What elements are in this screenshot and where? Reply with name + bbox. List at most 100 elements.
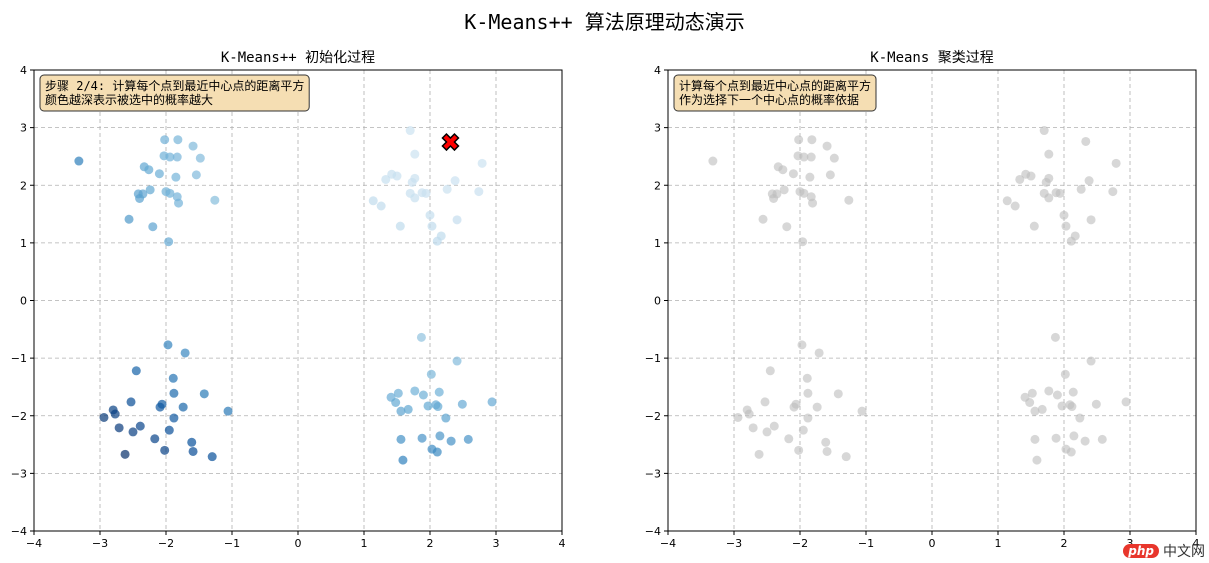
left-plot-kmeanspp-init: −4 −3 −2 −1 0 1 2 3 4 −4 −3 −2 −1 0 1 2 3 4 K-Means++ 初始化过… bbox=[11, 49, 566, 550]
data-point bbox=[191, 170, 201, 180]
data-point bbox=[178, 402, 188, 412]
data-point bbox=[148, 222, 158, 232]
data-point bbox=[798, 237, 808, 247]
data-point bbox=[802, 373, 812, 383]
data-point bbox=[144, 165, 154, 175]
data-point bbox=[797, 340, 807, 350]
y-tick-label: −4 bbox=[11, 525, 27, 538]
data-point bbox=[1044, 386, 1054, 396]
data-point bbox=[808, 198, 818, 208]
data-point bbox=[135, 421, 145, 431]
x-tick-label: −2 bbox=[158, 537, 174, 550]
y-tick-label: 2 bbox=[654, 179, 661, 192]
data-point bbox=[395, 221, 405, 231]
annotation-text: 计算每个点到最近中心点的距离平方 bbox=[679, 78, 871, 93]
data-point bbox=[1068, 387, 1078, 397]
x-tick-label: −1 bbox=[224, 537, 240, 550]
data-point bbox=[195, 153, 205, 163]
data-point bbox=[1086, 215, 1096, 225]
data-point bbox=[1039, 126, 1049, 136]
data-point bbox=[1044, 149, 1054, 159]
data-point bbox=[199, 389, 209, 399]
data-point bbox=[425, 210, 435, 220]
data-point bbox=[708, 156, 718, 166]
data-point bbox=[433, 402, 443, 412]
data-point bbox=[423, 401, 433, 411]
x-tick-label: 0 bbox=[295, 537, 302, 550]
data-point bbox=[760, 397, 770, 407]
data-point bbox=[1025, 397, 1035, 407]
x-tick-label: 4 bbox=[559, 537, 566, 550]
data-point bbox=[426, 369, 436, 379]
data-point bbox=[814, 348, 824, 358]
data-point bbox=[794, 445, 804, 455]
data-point bbox=[398, 455, 408, 465]
data-point bbox=[188, 141, 198, 151]
y-tick-label: 1 bbox=[654, 237, 661, 250]
x-tick-label: 4 bbox=[1193, 537, 1200, 550]
data-point bbox=[432, 447, 442, 457]
data-point bbox=[1108, 187, 1118, 197]
x-tick-label: −2 bbox=[792, 537, 808, 550]
data-point bbox=[765, 366, 775, 376]
data-point bbox=[1041, 177, 1051, 187]
watermark-text: 中文网 bbox=[1163, 544, 1205, 560]
data-point bbox=[822, 141, 832, 151]
data-point bbox=[821, 437, 831, 447]
data-point bbox=[168, 373, 178, 383]
data-point bbox=[126, 397, 136, 407]
data-point bbox=[1061, 221, 1071, 231]
data-point bbox=[171, 172, 181, 182]
data-point bbox=[427, 221, 437, 231]
data-point bbox=[418, 390, 428, 400]
data-point bbox=[1086, 356, 1096, 366]
data-point bbox=[758, 214, 768, 224]
figure-title: K-Means++ 算法原理动态演示 bbox=[464, 10, 745, 34]
data-point bbox=[748, 423, 758, 433]
data-point bbox=[1066, 447, 1076, 457]
x-tick-label: 2 bbox=[1061, 537, 1068, 550]
data-point bbox=[733, 412, 743, 422]
axes-title: K-Means 聚类过程 bbox=[870, 50, 993, 66]
x-tick-label: 1 bbox=[361, 537, 368, 550]
data-point bbox=[1027, 388, 1037, 398]
data-point bbox=[829, 153, 839, 163]
data-point bbox=[391, 397, 401, 407]
data-point bbox=[421, 188, 431, 198]
data-point bbox=[410, 193, 420, 203]
data-point bbox=[403, 404, 413, 414]
data-point bbox=[1091, 399, 1101, 409]
y-tick-label: 3 bbox=[20, 122, 27, 135]
x-tick-label: 2 bbox=[427, 537, 434, 550]
data-point bbox=[207, 452, 217, 462]
data-point bbox=[779, 185, 789, 195]
php-logo-icon: php bbox=[1123, 544, 1159, 558]
data-point bbox=[452, 215, 462, 225]
data-point bbox=[393, 388, 403, 398]
data-point bbox=[154, 169, 164, 179]
data-point bbox=[164, 237, 174, 247]
data-point bbox=[1055, 188, 1065, 198]
data-point bbox=[396, 434, 406, 444]
data-point bbox=[396, 406, 406, 416]
centroid-x-icon bbox=[441, 132, 460, 152]
data-point bbox=[794, 135, 804, 145]
y-tick-label: 4 bbox=[20, 64, 27, 77]
data-point bbox=[450, 176, 460, 186]
y-tick-label: 4 bbox=[654, 64, 661, 77]
data-point bbox=[841, 452, 851, 462]
data-point bbox=[769, 421, 779, 431]
data-point bbox=[120, 449, 130, 459]
data-point bbox=[150, 434, 160, 444]
data-point bbox=[160, 135, 170, 145]
right-plot-kmeans-clustering: −4 −3 −2 −1 0 1 2 3 4 −4 −3 −2 −1 0 1 2 3 4 K-Means 聚类过程计算… bbox=[645, 50, 1200, 550]
data-point bbox=[1076, 184, 1086, 194]
data-point bbox=[434, 387, 444, 397]
data-point bbox=[410, 149, 420, 159]
data-point bbox=[1029, 221, 1039, 231]
data-point bbox=[169, 413, 179, 423]
data-point bbox=[782, 222, 792, 232]
data-point bbox=[1084, 176, 1094, 186]
y-tick-label: −2 bbox=[645, 410, 661, 423]
